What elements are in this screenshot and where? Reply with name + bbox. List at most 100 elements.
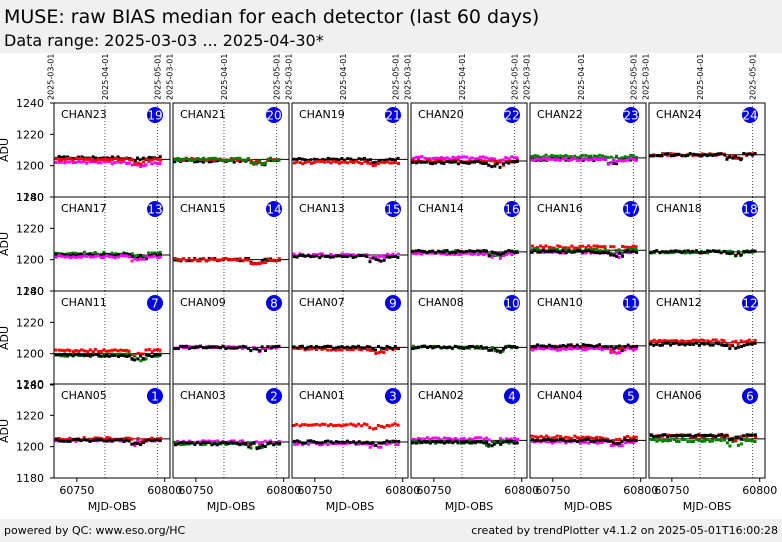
data-point [363,160,367,164]
data-point [130,255,134,259]
detector-number: 12 [742,297,757,311]
data-point [292,345,296,349]
data-point [473,345,477,349]
data-point [658,343,662,347]
data-point [509,437,513,441]
data-point [595,346,599,350]
data-point [700,439,704,443]
data-point [541,249,545,253]
data-point [359,157,363,161]
data-point [144,348,148,352]
detector-number: 18 [742,203,757,217]
page-subtitle: Data range: 2025-03-03 ... 2025-04-30* [4,31,324,50]
data-point [278,441,282,445]
data-point [736,342,740,346]
data-point [578,155,582,159]
y-tick-label: 1240 [16,285,44,298]
data-point [595,244,599,248]
data-point [202,346,206,350]
data-point [612,245,616,249]
data-point [686,153,690,157]
data-point [257,160,261,164]
data-point [567,159,571,163]
data-point [660,250,664,254]
data-point [620,440,624,444]
data-point [141,352,145,356]
data-point [672,249,676,253]
data-point [473,436,477,440]
data-point [144,353,148,357]
data-point [481,346,485,350]
data-point [328,255,332,259]
data-point [606,162,610,166]
data-point [374,426,378,430]
data-point [700,251,704,255]
data-point [547,440,551,444]
data-point [82,349,86,353]
data-point [198,257,202,261]
data-point [680,342,684,346]
data-point [351,345,355,349]
data-point [185,157,189,161]
data-point [723,153,727,157]
panel-chan07: CHAN07 9 [291,290,409,386]
data-point [728,155,732,159]
data-point [337,161,341,165]
data-point [628,248,632,252]
data-point [155,161,159,165]
data-point [467,161,471,165]
data-point [623,245,627,249]
data-point [417,439,421,443]
data-point [530,434,534,438]
data-point [697,339,701,343]
data-point [158,353,162,357]
data-point [241,259,245,263]
data-point [230,158,234,162]
data-point [675,433,679,437]
channel-label: CHAN22 [537,108,583,121]
data-point [747,338,751,342]
data-point [173,347,177,351]
data-point [187,439,191,443]
data-point [393,158,397,162]
data-point [349,160,353,164]
top-date-label: 2025-04-01 [577,54,586,101]
data-point [490,255,494,259]
data-point [93,436,97,440]
data-point [96,353,100,357]
data-point [632,249,636,253]
data-point [268,156,272,160]
data-point [125,252,129,256]
data-point [136,161,140,165]
data-point [215,258,219,262]
data-point [618,441,622,445]
data-point [617,249,621,253]
data-point [485,443,489,447]
data-point [303,441,307,445]
data-point [74,256,78,260]
data-point [620,251,624,255]
data-point [609,345,613,349]
data-point [309,158,313,162]
data-point [133,254,137,258]
data-point [584,348,588,352]
data-point [595,344,599,348]
data-point [535,438,539,442]
data-point [71,158,75,162]
data-point [453,252,457,256]
data-point [318,159,322,163]
data-point [139,443,143,447]
data-point [626,247,630,251]
data-point [720,343,724,347]
data-point [241,441,245,445]
data-point [130,252,134,256]
data-point [479,161,483,165]
data-point [479,251,483,255]
data-point [720,435,724,439]
data-point [334,423,338,427]
data-point [187,347,191,351]
data-point [609,351,613,355]
data-point [271,258,275,262]
data-point [60,157,64,161]
data-point [542,156,546,160]
